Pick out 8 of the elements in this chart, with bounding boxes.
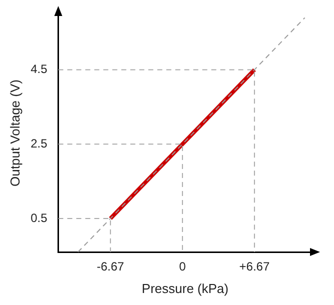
x-tick-label: -6.67 bbox=[96, 260, 124, 274]
y-tick-label: 0.5 bbox=[30, 210, 48, 225]
y-axis-title: Output Voltage (V) bbox=[7, 80, 22, 186]
x-tick-label: +6.67 bbox=[239, 260, 270, 274]
y-tick-label: 4.5 bbox=[30, 62, 48, 76]
y-tick-label: 2.5 bbox=[30, 136, 48, 150]
x-tick-label: 0 bbox=[179, 260, 186, 274]
x-axis-title: Pressure (kPa) bbox=[142, 280, 228, 296]
